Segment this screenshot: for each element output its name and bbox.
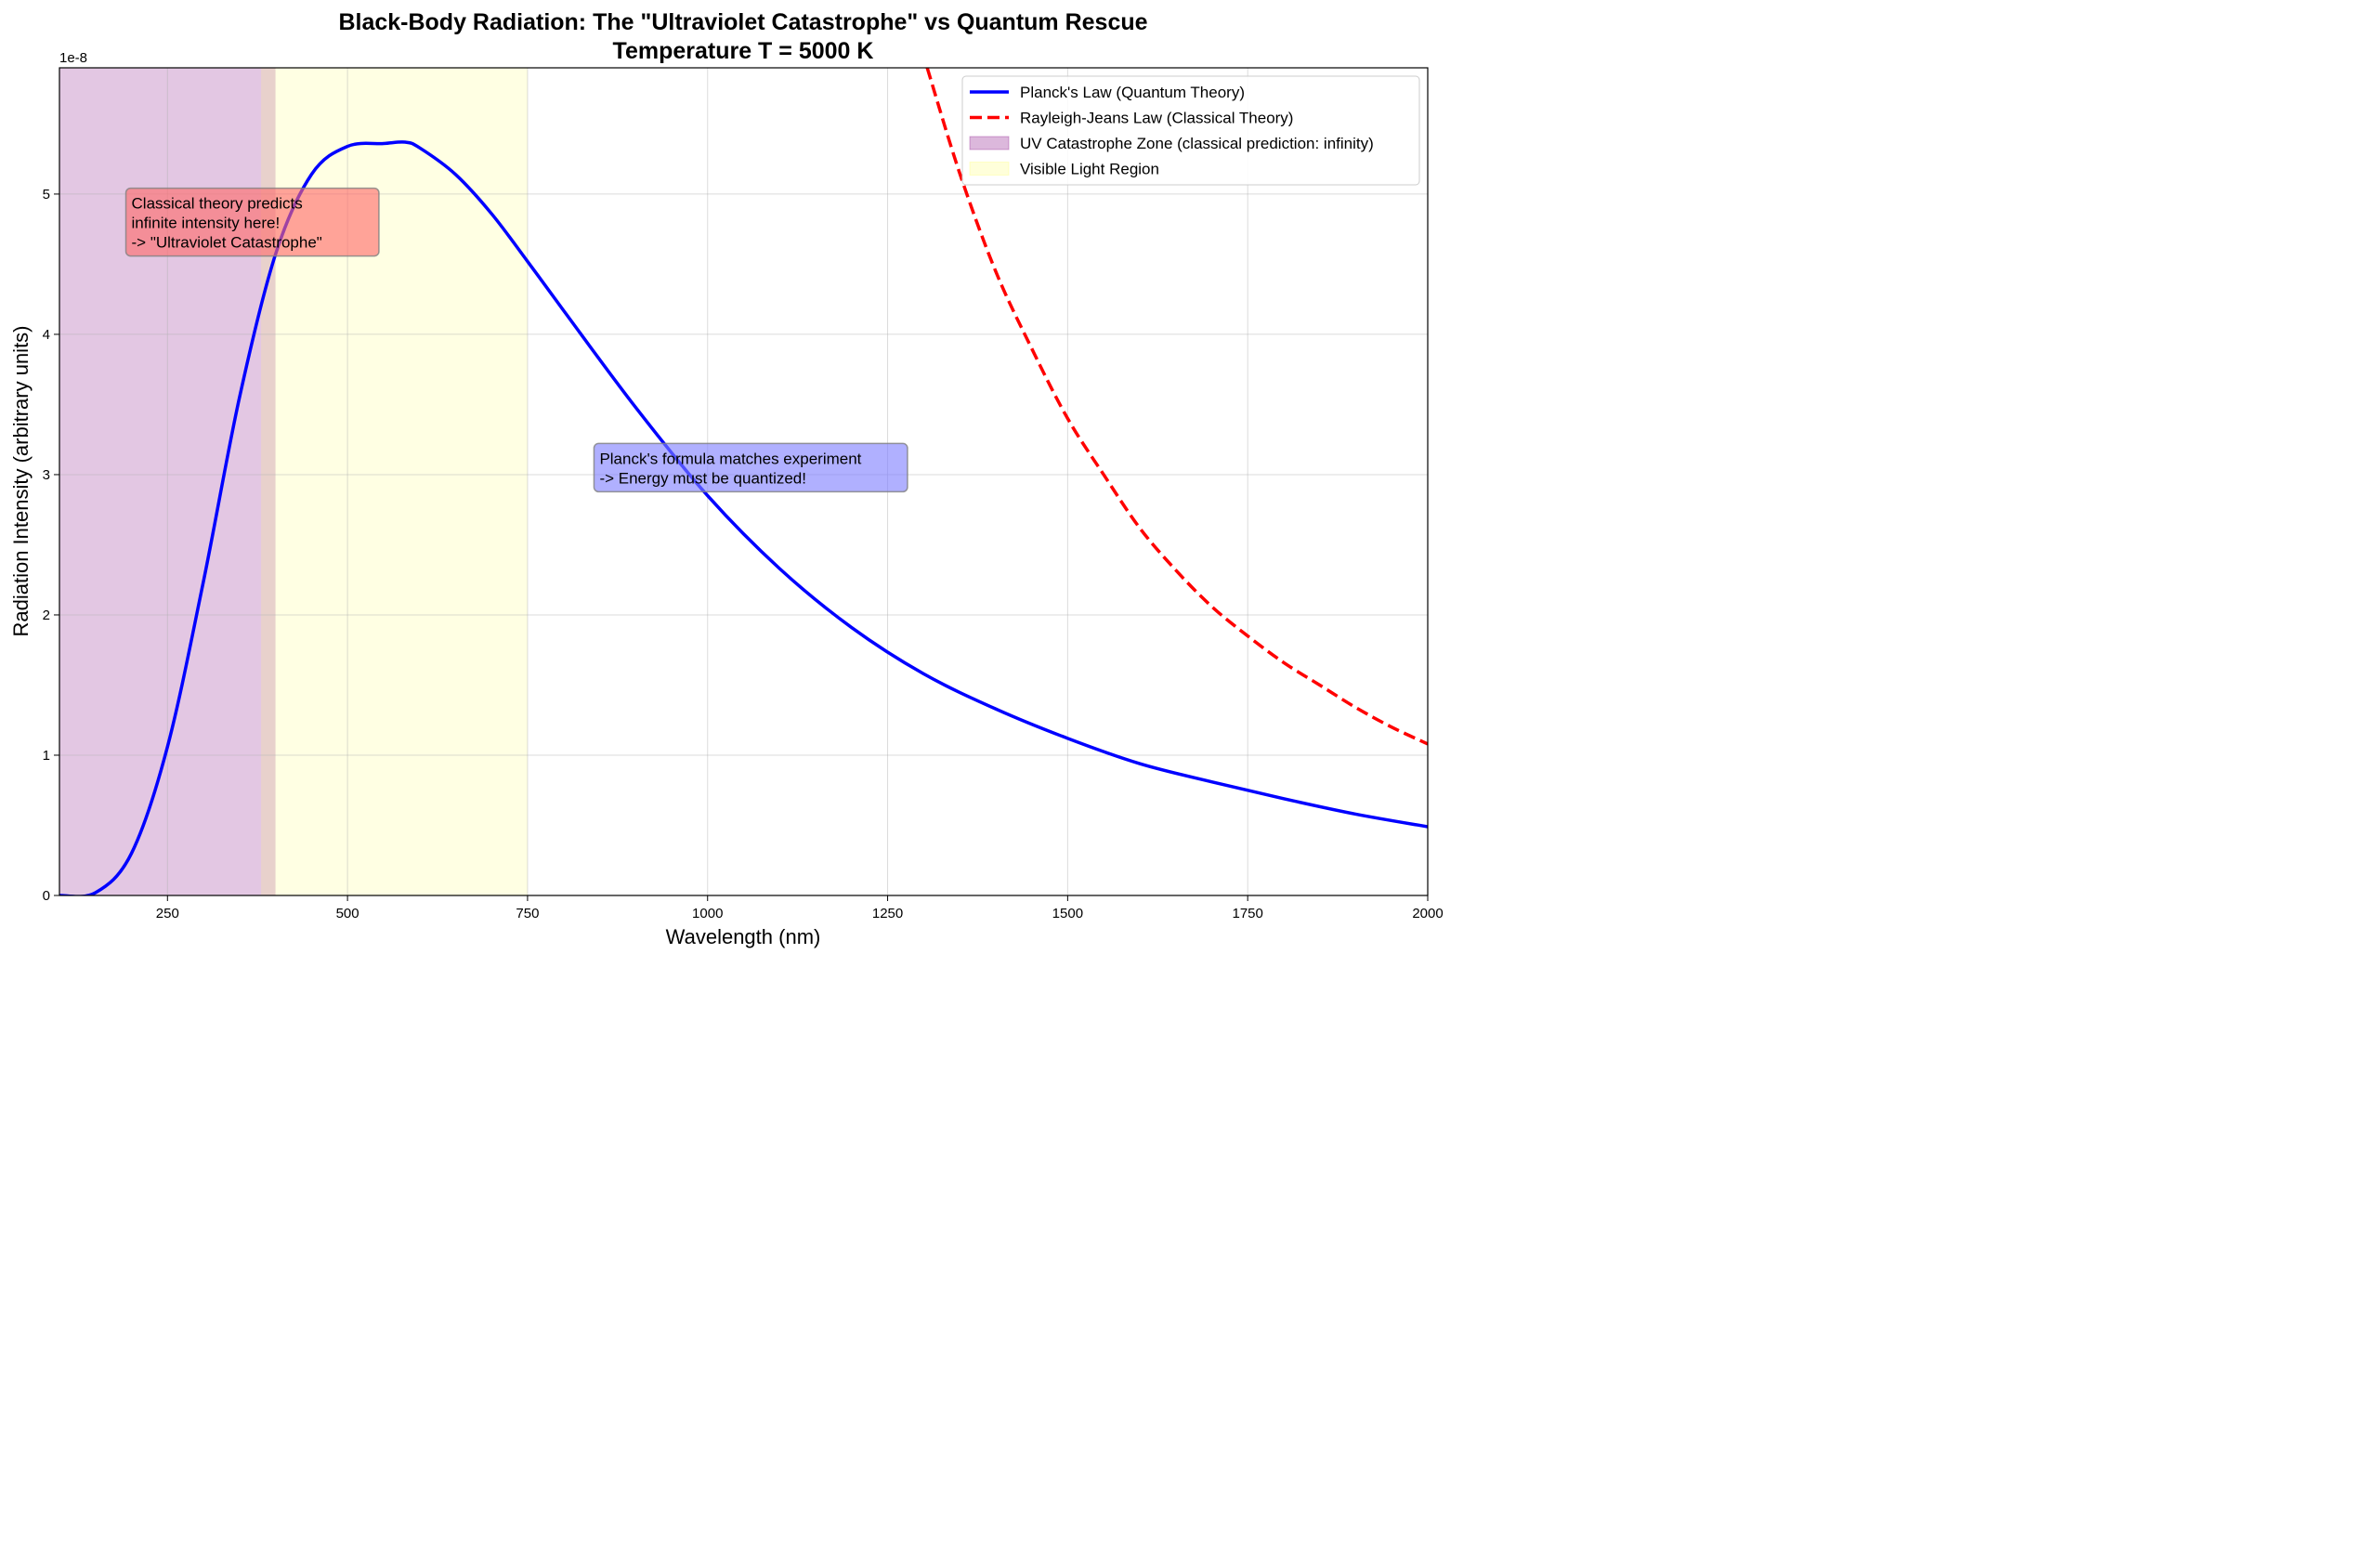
x-axis-ticks: 250 500 750 1000 1250 1500 1750 2000	[156, 895, 1444, 921]
x-tick-label: 1000	[692, 906, 723, 921]
legend-patch-swatch	[969, 136, 1010, 150]
series-line-1	[925, 68, 1428, 746]
annotation-line: Classical theory predicts	[132, 195, 303, 213]
plot-area: Classical theory predicts infinite intens…	[59, 67, 1429, 896]
y-tick-label: 4	[43, 327, 50, 343]
y-tick-label: 1	[43, 748, 50, 764]
annotation-1: Planck's formula matches experiment -> En…	[593, 442, 908, 493]
annotation-box	[593, 442, 908, 493]
legend-label: Planck's Law (Quantum Theory)	[1020, 84, 1245, 101]
legend-entry-2: UV Catastrophe Zone (classical predictio…	[969, 135, 1374, 152]
annotation-line: -> "Ultraviolet Catastrophe"	[132, 234, 322, 252]
annotation-box	[124, 187, 380, 257]
x-tick-label: 1250	[872, 906, 903, 921]
y-tick-label: 5	[43, 187, 50, 203]
y-axis-ticks: 0 1 2 3 4 5	[43, 187, 59, 904]
annotation-line: Planck's formula matches experiment	[599, 450, 861, 467]
x-tick-label: 2000	[1412, 906, 1443, 921]
chart-subtitle: Temperature T = 5000 K	[613, 38, 874, 64]
x-tick-label: 1750	[1232, 906, 1262, 921]
x-tick-label: 250	[156, 906, 179, 921]
y-axis-multiplier: 1e-8	[59, 50, 87, 66]
y-tick-label: 0	[43, 888, 50, 904]
y-tick-label: 2	[43, 608, 50, 623]
annotation-line: infinite intensity here!	[132, 215, 281, 232]
series-layer	[59, 68, 1428, 895]
legend-entry-1: Rayleigh-Jeans Law (Classical Theory)	[970, 110, 1293, 127]
annotation-line: -> Energy must be quantized!	[599, 469, 806, 487]
legend-label: UV Catastrophe Zone (classical predictio…	[1020, 135, 1374, 152]
black-body-chart: Black-Body Radiation: The "Ultraviolet C…	[9, 9, 1444, 948]
x-axis-label: Wavelength (nm)	[666, 925, 821, 948]
annotations-layer: Classical theory predicts infinite intens…	[124, 187, 908, 493]
legend-entry-3: Visible Light Region	[969, 161, 1159, 178]
x-tick-label: 750	[516, 906, 539, 921]
x-tick-label: 500	[336, 906, 359, 921]
series-line-0	[59, 140, 1428, 895]
legend-box	[961, 75, 1420, 186]
legend-patch-swatch	[969, 162, 1010, 176]
legend-label: Visible Light Region	[1020, 161, 1159, 178]
plot-frame	[59, 67, 1429, 896]
annotation-0: Classical theory predicts infinite intens…	[124, 187, 380, 257]
chart-title: Black-Body Radiation: The "Ultraviolet C…	[338, 9, 1147, 35]
legend-entry-0: Planck's Law (Quantum Theory)	[970, 84, 1245, 101]
x-tick-label: 1500	[1052, 906, 1083, 921]
legend: Planck's Law (Quantum Theory) Rayleigh-Je…	[961, 75, 1420, 186]
y-tick-label: 3	[43, 467, 50, 483]
legend-label: Rayleigh-Jeans Law (Classical Theory)	[1020, 110, 1293, 127]
y-axis-label: Radiation Intensity (arbitrary units)	[9, 325, 33, 636]
